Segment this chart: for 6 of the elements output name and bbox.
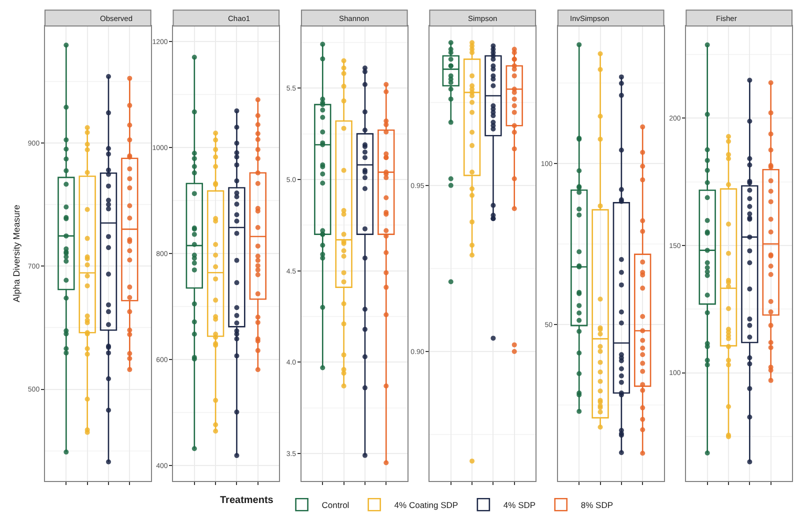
y-axis-title: Alpha Diversity Measure	[11, 204, 22, 302]
legend-label: 4% SDP	[503, 500, 536, 510]
legend-title: Treatments	[220, 495, 274, 506]
legend-label: 4% Coating SDP	[394, 500, 458, 510]
legend-label: Control	[322, 500, 350, 510]
legend-label: 8% SDP	[580, 500, 614, 510]
